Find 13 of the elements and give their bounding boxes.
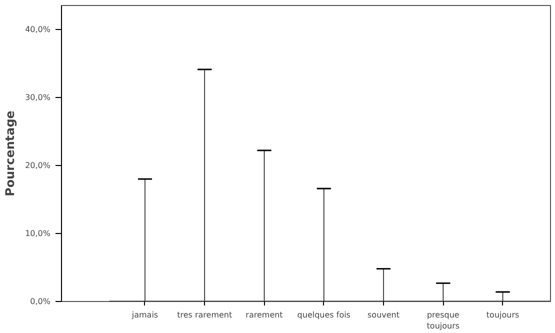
x-tick-label: tres rarement <box>177 310 232 320</box>
x-tick-label: jamais <box>130 310 158 320</box>
x-tick-label: quelques fois <box>297 310 350 320</box>
y-axis-title: Pourcentage <box>3 110 18 196</box>
x-tick-label: rarement <box>246 310 283 320</box>
y-tick-label: 0,0% <box>30 297 51 306</box>
y-tick-label: 30,0% <box>25 92 51 102</box>
y-tick-label: 10,0% <box>25 228 51 238</box>
x-tick-label: souvent <box>368 310 400 320</box>
y-tick-label: 40,0% <box>25 24 51 34</box>
y-tick-label: 20,0% <box>25 160 51 170</box>
x-tick-label: presque toujours <box>426 310 460 330</box>
x-tick-label: toujours <box>486 310 520 320</box>
